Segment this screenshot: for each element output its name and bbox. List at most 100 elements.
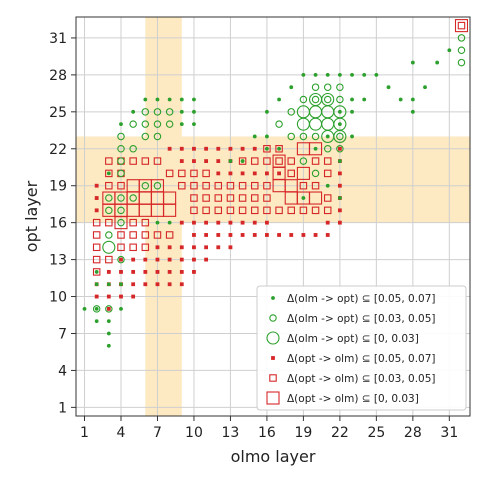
opt-olm-point	[202, 206, 210, 215]
opt-olm-point	[216, 146, 221, 151]
olm-opt-point	[119, 122, 123, 127]
olm-opt-point	[311, 95, 320, 104]
olm-opt-point	[457, 34, 466, 42]
opt-olm-point	[252, 171, 257, 176]
opt-olm-point	[192, 233, 196, 237]
opt-olm-point	[192, 220, 196, 225]
olm-opt-point	[153, 120, 162, 128]
opt-olm-point	[131, 257, 136, 262]
olm-opt-point	[192, 97, 196, 102]
olm-opt-point	[321, 92, 335, 107]
x-tick-label: 13	[222, 425, 240, 441]
olm-opt-point	[374, 72, 379, 77]
series-2	[102, 92, 347, 254]
opt-olm-point	[106, 306, 111, 311]
olm-opt-point	[117, 194, 125, 202]
opt-olm-point	[153, 231, 162, 239]
series-4	[92, 21, 466, 276]
olm-opt-point	[311, 169, 320, 178]
x-tick-label: 10	[185, 425, 203, 441]
opt-olm-point	[179, 282, 184, 287]
olm-opt-point	[265, 146, 269, 151]
olm-opt-point	[102, 240, 116, 254]
series-5	[102, 19, 469, 230]
olm-opt-point	[94, 270, 99, 274]
olm-opt-point	[350, 72, 354, 77]
opt-olm-point	[179, 257, 184, 262]
opt-olm-point	[143, 282, 148, 287]
opt-olm-point	[141, 243, 150, 252]
opt-olm-point	[252, 233, 257, 237]
olm-opt-point	[350, 97, 354, 102]
opt-olm-point	[337, 146, 342, 151]
opt-olm-point	[167, 257, 172, 262]
olm-opt-point	[141, 120, 150, 128]
olm-opt-point	[141, 181, 150, 190]
olm-opt-point	[105, 305, 113, 313]
olm-opt-point	[350, 109, 354, 114]
opt-olm-point	[119, 294, 123, 299]
olm-opt-point	[228, 159, 233, 163]
olm-opt-point	[192, 122, 196, 127]
y-tick-label: 25	[49, 105, 67, 121]
opt-olm-point	[265, 220, 269, 225]
opt-olm-point	[214, 194, 223, 202]
opt-olm-point	[240, 171, 245, 176]
opt-olm-point	[337, 220, 342, 225]
y-tick-label: 7	[58, 326, 67, 342]
opt-olm-point	[216, 245, 221, 250]
opt-olm-point	[153, 157, 162, 165]
series-0	[82, 48, 452, 348]
olm-opt-point	[299, 95, 308, 104]
olm-opt-point	[179, 97, 184, 102]
olm-opt-point	[337, 122, 342, 127]
opt-olm-point	[143, 270, 148, 274]
olm-opt-point	[265, 109, 269, 114]
olm-opt-point	[153, 181, 162, 190]
opt-olm-point	[275, 206, 283, 215]
opt-olm-point	[226, 206, 235, 215]
opt-olm-point	[192, 245, 196, 250]
opt-olm-point	[311, 157, 320, 165]
olm-opt-point	[410, 60, 415, 65]
opt-olm-point	[263, 145, 271, 153]
legend-marker	[271, 356, 275, 360]
opt-olm-point	[309, 142, 323, 156]
opt-olm-point	[313, 233, 318, 237]
legend-label: Δ(olm -> opt) ⊆ [0.05, 0.07]	[287, 293, 436, 305]
olm-opt-point	[337, 159, 342, 163]
opt-olm-point	[179, 220, 184, 225]
x-tick-label: 1	[80, 425, 89, 441]
plot-frame	[75, 16, 471, 417]
opt-olm-point	[263, 194, 271, 202]
olm-opt-point	[299, 157, 308, 165]
olm-opt-point	[117, 145, 125, 153]
olm-opt-point	[337, 109, 342, 114]
opt-olm-point	[325, 220, 330, 225]
olm-opt-point	[117, 132, 125, 141]
olm-opt-point	[309, 92, 323, 107]
opt-olm-point	[287, 169, 295, 178]
opt-olm-point	[323, 169, 332, 178]
olm-opt-point	[153, 132, 162, 141]
olm-opt-point	[94, 319, 99, 324]
opt-olm-point	[117, 243, 125, 252]
y-tick-label: 16	[49, 216, 67, 232]
olm-opt-point	[337, 72, 342, 77]
y-tick-label: 10	[49, 290, 67, 306]
olm-opt-point	[336, 145, 344, 153]
opt-olm-point	[178, 181, 186, 190]
olm-opt-point	[336, 132, 344, 141]
opt-olm-point	[143, 257, 148, 262]
olm-opt-point	[106, 319, 111, 324]
olm-opt-point	[447, 48, 452, 53]
opt-olm-point	[192, 146, 196, 151]
opt-olm-point	[251, 206, 259, 215]
opt-olm-point	[165, 231, 174, 239]
opt-olm-point	[457, 21, 466, 30]
olm-opt-point	[167, 220, 172, 225]
opt-olm-point	[105, 157, 113, 165]
olm-opt-point	[153, 108, 162, 116]
opt-olm-point	[202, 169, 210, 178]
